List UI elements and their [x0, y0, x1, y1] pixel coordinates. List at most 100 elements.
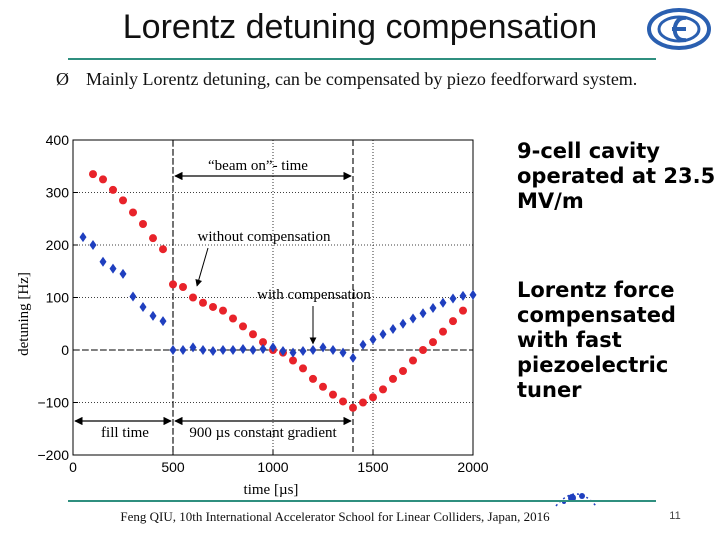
data-point	[369, 334, 377, 345]
data-point	[99, 175, 107, 184]
data-point	[399, 318, 407, 329]
arrow-bullet-icon: Ø	[56, 69, 69, 89]
page-number: 11	[669, 510, 681, 522]
y-tick-label: 400	[46, 132, 70, 148]
x-tick-label: 1500	[357, 459, 388, 475]
chart-ticks: 0 500 1000 1500 2000 −200 −100 0 100 200 300 400	[37, 132, 488, 475]
data-point	[239, 343, 247, 354]
data-point	[249, 345, 257, 355]
data-point	[209, 302, 217, 311]
data-point	[159, 245, 167, 254]
data-point	[379, 329, 387, 340]
data-point	[459, 306, 467, 315]
data-point	[349, 403, 357, 412]
data-point	[129, 208, 137, 217]
data-point	[149, 310, 157, 321]
data-point	[349, 352, 357, 363]
data-point	[79, 232, 87, 243]
data-point	[279, 346, 287, 357]
data-point	[169, 280, 177, 289]
y-tick-label: −200	[37, 447, 69, 463]
data-point	[139, 301, 147, 312]
data-point	[399, 367, 407, 375]
data-point	[89, 240, 97, 250]
chart-series	[79, 170, 477, 412]
x-tick-label: 2000	[457, 459, 488, 475]
data-point	[119, 268, 127, 279]
data-point	[379, 385, 387, 394]
data-point	[169, 345, 177, 355]
data-point	[439, 297, 447, 308]
data-point	[449, 293, 457, 304]
data-point	[469, 289, 477, 300]
data-point	[409, 356, 417, 365]
data-point	[339, 347, 347, 358]
data-point	[389, 374, 397, 383]
slide-title: Lorentz detuning compensation	[122, 8, 598, 46]
annotation-beam-on: “beam on”- time	[208, 158, 308, 174]
data-point	[319, 342, 327, 353]
y-tick-label: −100	[37, 395, 69, 411]
data-point	[309, 345, 317, 355]
series-with-compensation	[79, 232, 477, 363]
data-point	[109, 185, 117, 194]
decorative-dots-icon	[555, 493, 597, 507]
series-without-compensation	[89, 170, 467, 412]
data-point	[439, 327, 447, 336]
data-point	[299, 364, 307, 373]
data-point	[289, 347, 297, 358]
y-tick-label: 100	[46, 290, 70, 306]
y-axis-label: detuning [Hz]	[16, 272, 32, 356]
data-point	[429, 338, 437, 347]
data-point	[269, 342, 277, 353]
data-point	[429, 303, 437, 313]
data-point	[209, 346, 217, 357]
y-tick-label: 300	[46, 185, 70, 201]
data-point	[319, 382, 327, 391]
data-point	[199, 345, 207, 355]
annotation-with: with compensation	[257, 287, 371, 303]
data-point	[229, 345, 237, 355]
data-point	[289, 356, 297, 365]
data-point	[229, 314, 237, 323]
data-point	[129, 291, 137, 302]
y-tick-label: 200	[46, 237, 70, 253]
data-point	[419, 308, 427, 319]
x-tick-label: 1000	[257, 459, 288, 475]
data-point	[189, 293, 197, 302]
data-point	[259, 338, 267, 347]
data-point	[419, 346, 427, 354]
data-point	[219, 345, 227, 355]
x-tick-label: 0	[69, 459, 77, 475]
data-point	[309, 374, 317, 383]
data-point	[339, 397, 347, 406]
annotation-fill-time: fill time	[101, 425, 149, 441]
institute-logo-icon	[647, 8, 711, 50]
data-point	[359, 339, 367, 350]
data-point	[359, 398, 367, 407]
data-point	[159, 316, 167, 327]
data-point	[119, 196, 127, 205]
data-point	[179, 345, 187, 355]
x-tick-label: 500	[161, 459, 185, 475]
data-point	[99, 256, 107, 267]
x-axis-label: time [µs]	[244, 482, 299, 498]
y-tick-label: 0	[61, 342, 69, 358]
data-point	[109, 263, 117, 274]
bottom-divider	[68, 500, 656, 502]
data-point	[299, 346, 307, 357]
data-point	[189, 342, 197, 353]
data-point	[369, 393, 377, 402]
data-point	[329, 345, 337, 355]
without-pointer-arrow	[195, 247, 209, 287]
data-point	[219, 306, 227, 315]
data-point	[149, 234, 157, 243]
annotation-without: without compensation	[198, 229, 331, 245]
data-point	[239, 322, 247, 331]
data-point	[139, 220, 147, 228]
chart-annotations: “beam on”- time without compensation wit…	[16, 158, 371, 498]
bullet-point: Ø Mainly Lorentz detuning, can be compen…	[56, 68, 676, 90]
footer-credit: Feng QIU, 10th International Accelerator…	[120, 509, 550, 524]
data-point	[389, 324, 397, 334]
data-point	[459, 290, 467, 301]
